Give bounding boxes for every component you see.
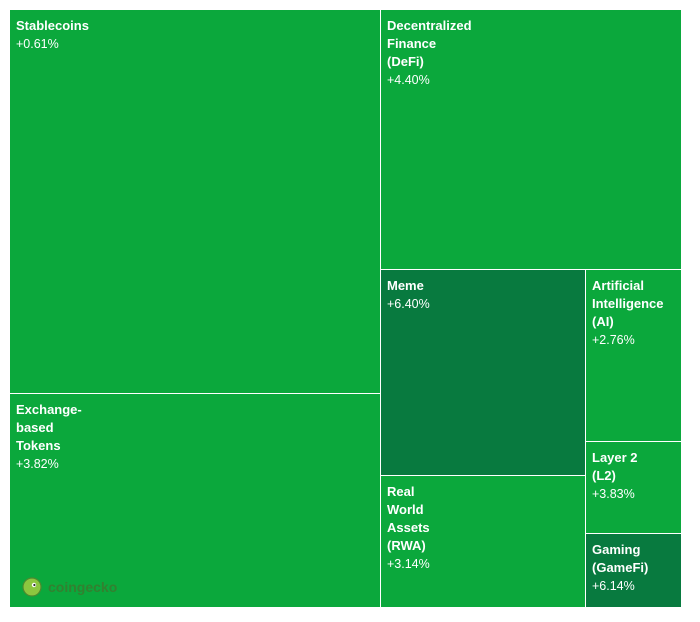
tile-change: +6.14% <box>592 579 635 593</box>
tile-layer2: Layer 2 (L2) +3.83% <box>586 442 682 534</box>
tile-label: Decentralized Finance (DeFi) <box>387 18 472 69</box>
tile-stablecoins: Stablecoins +0.61% <box>10 10 381 394</box>
tile-meme: Meme +6.40% <box>381 270 586 476</box>
treemap-chart: Stablecoins +0.61% Decentralized Finance… <box>10 10 682 608</box>
tile-label: Artificial Intelligence (AI) <box>592 278 664 329</box>
tile-change: +2.76% <box>592 333 635 347</box>
tile-label: Gaming (GameFi) <box>592 542 649 575</box>
tile-ai: Artificial Intelligence (AI) +2.76% <box>586 270 682 442</box>
tile-change: +3.82% <box>16 457 59 471</box>
tile-defi: Decentralized Finance (DeFi) +4.40% <box>381 10 682 270</box>
tile-change: +6.40% <box>387 297 430 311</box>
logo-text: coingecko <box>48 579 118 595</box>
tile-label: Real World Assets (RWA) <box>387 484 430 553</box>
tile-change: +3.83% <box>592 487 635 501</box>
tile-label: Meme <box>387 278 424 293</box>
coingecko-logo: coingecko <box>22 577 117 597</box>
tile-exchange-tokens: Exchange- based Tokens +3.82% <box>10 394 381 608</box>
tile-gaming: Gaming (GameFi) +6.14% <box>586 534 682 608</box>
tile-change: +3.14% <box>387 557 430 571</box>
tile-change: +4.40% <box>387 73 430 87</box>
tile-rwa: Real World Assets (RWA) +3.14% <box>381 476 586 608</box>
tile-label: Layer 2 (L2) <box>592 450 638 483</box>
tile-label: Stablecoins <box>16 18 89 33</box>
tile-change: +0.61% <box>16 37 59 51</box>
tile-label: Exchange- based Tokens <box>16 402 82 453</box>
gecko-logo-icon <box>22 577 42 597</box>
